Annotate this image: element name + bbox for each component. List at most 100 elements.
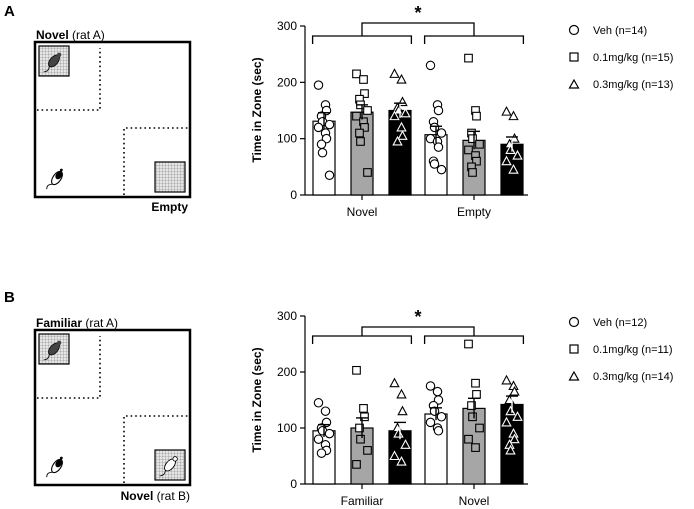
chartA-point-triangle	[389, 68, 400, 78]
chartA-point-triangle	[512, 149, 523, 160]
chartB-point-triangle	[396, 388, 407, 399]
chartB-category-label: Novel	[459, 494, 490, 508]
chartA-point-square	[464, 53, 473, 63]
chartB-point-triangle	[389, 450, 400, 461]
chartA-point-circle	[324, 170, 335, 181]
chartA-y-tick-label: 200	[277, 75, 297, 89]
chartA-point-triangle	[400, 107, 411, 118]
chartA-point-square	[363, 106, 372, 115]
chartB-point-triangle	[509, 433, 520, 444]
chartA-point-circle	[317, 148, 328, 158]
chartB-point-square	[356, 434, 365, 444]
legend-a-veh: Veh (n=14)	[593, 25, 647, 37]
legend-b-low: 0.1mg/kg (n=11)	[593, 344, 673, 356]
chartA-point-square	[472, 156, 481, 166]
chartB-point-square	[464, 339, 473, 349]
chart-a-ylabel: Time in Zone (sec)	[250, 57, 264, 162]
chartA-point-square	[359, 75, 368, 84]
chartB-point-square	[464, 434, 473, 444]
chartB-point-circle	[425, 417, 436, 428]
chartA-category-label: Novel	[347, 205, 378, 219]
arena-b-top-label: Familiar (rat A)	[36, 316, 118, 330]
chartB-point-square	[352, 365, 361, 375]
chartB-bracket-left	[311, 335, 413, 344]
chartA-bar	[388, 109, 412, 196]
legend-b-high: 0.3mg/kg (n=14)	[593, 371, 673, 383]
chart-a-plot: 0 100 200 300 Novel Empty *	[277, 3, 528, 219]
chartB-point-triangle	[501, 416, 512, 427]
chartA-point-circle	[324, 119, 335, 130]
chartB-point-square	[471, 378, 480, 388]
chartA-point-triangle	[501, 105, 512, 116]
chart-b-legend: Veh (n=12) 0.1mg/kg (n=11) 0.3mg/kg (n=1…	[568, 316, 673, 383]
cage-a-top-rat-icon	[43, 52, 62, 73]
chartA-point-triangle	[396, 121, 407, 132]
free-rat-b-icon	[46, 456, 63, 478]
chartB-point-square	[363, 446, 372, 455]
legend-a-low: 0.1mg/kg (n=15)	[593, 52, 673, 64]
legend-a-low-marker	[569, 52, 579, 62]
chartB-point-square	[467, 401, 476, 410]
cage-b-top-rat-icon	[43, 340, 62, 361]
chartB-point-circle	[432, 386, 443, 397]
chartA-point-triangle	[392, 135, 403, 146]
chartA-point-circle	[313, 122, 324, 133]
chartA-point-square	[363, 168, 372, 177]
chartA-bracket-left	[311, 35, 413, 44]
chartB-point-square	[352, 460, 361, 469]
chartB-significance: *	[414, 307, 421, 327]
chartA-point-square	[464, 145, 473, 155]
chart-b-plot: 0 100 200 300 Familiar Novel *	[277, 307, 528, 508]
chartA-point-square	[355, 128, 364, 138]
legend-a-high: 0.3mg/kg (n=13)	[593, 79, 673, 91]
chartB-y-tick-label: 200	[277, 365, 297, 379]
chartB-y-tick-label: 300	[277, 309, 297, 323]
chartA-point-triangle	[396, 73, 407, 84]
chartA-point-square	[472, 111, 481, 121]
chartA-significance: *	[414, 3, 421, 23]
legend-b-low-marker	[569, 344, 579, 354]
chartA-point-circle	[433, 142, 444, 152]
chartB-point-triangle	[501, 374, 512, 385]
arena-a-box	[33, 40, 192, 199]
chartA-category-label: Empty	[457, 205, 491, 219]
chartB-point-circle	[316, 448, 327, 458]
chartA-point-circle	[425, 60, 436, 71]
panel-b-letter: B	[4, 289, 15, 306]
chartA-point-triangle	[508, 163, 519, 174]
chart-b-ylabel: Time in Zone (sec)	[250, 347, 264, 452]
chartB-point-square	[472, 390, 481, 399]
chartB-point-square	[468, 412, 477, 422]
chart-a-legend: Veh (n=14) 0.1mg/kg (n=15) 0.3mg/kg (n=1…	[568, 24, 673, 91]
chartA-y-tick-label: 100	[277, 132, 297, 146]
chartA-point-circle	[429, 159, 440, 169]
chartB-point-circle	[425, 381, 436, 391]
chartB-point-circle	[433, 426, 444, 436]
chartA-point-square	[468, 134, 477, 144]
chartA-point-triangle	[508, 110, 519, 121]
arena-b-box	[33, 328, 192, 487]
chartA-bracket-top	[361, 22, 475, 36]
cage-b-bottom	[154, 449, 186, 481]
chartB-point-triangle	[400, 439, 411, 449]
chartB-point-triangle	[397, 405, 408, 416]
chartB-y-tick-label: 0	[290, 477, 297, 491]
legend-a-high-marker	[568, 78, 580, 89]
chartA-y-tick-label: 0	[290, 188, 297, 202]
chartB-point-circle	[313, 434, 324, 444]
panel-b-chart: Time in Zone (sec) 0 100 200 300 Familiar Nov…	[250, 307, 673, 508]
chartA-point-circle	[429, 122, 440, 133]
chartA-point-circle	[433, 105, 444, 116]
chartB-point-square	[359, 404, 368, 413]
chartA-point-square	[360, 89, 369, 98]
cage-a-bottom	[154, 161, 186, 193]
chartB-point-square	[360, 412, 369, 422]
chartA-point-circle	[316, 139, 327, 150]
panel-a-letter: A	[4, 3, 15, 20]
chartA-point-triangle	[501, 155, 512, 166]
chartB-point-triangle	[389, 377, 400, 388]
chartA-point-square	[475, 139, 484, 149]
chartA-point-square	[468, 168, 477, 177]
chartA-point-square	[352, 69, 361, 79]
